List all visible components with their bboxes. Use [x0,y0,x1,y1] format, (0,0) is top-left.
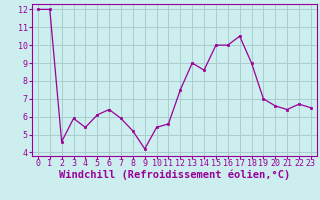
X-axis label: Windchill (Refroidissement éolien,°C): Windchill (Refroidissement éolien,°C) [59,169,290,180]
